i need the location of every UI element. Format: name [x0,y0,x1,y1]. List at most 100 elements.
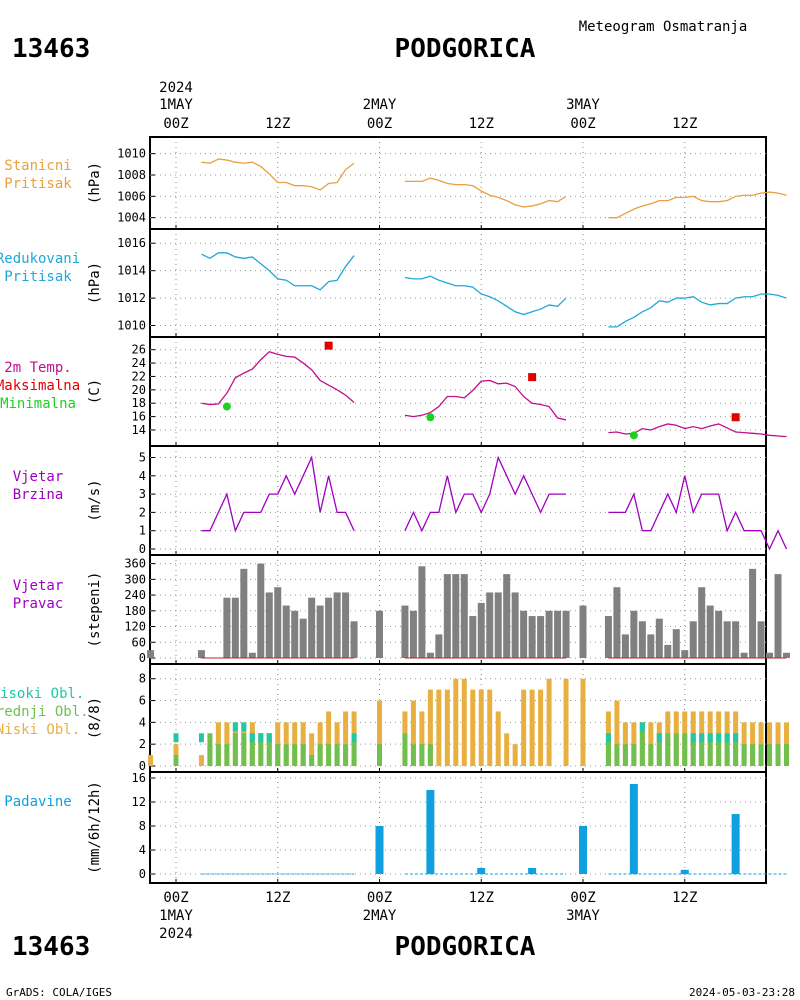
cloud-mid-bar [690,733,696,766]
wind-direction-bar [511,592,519,658]
cloud-mid-bar [410,744,416,766]
reduced-pressure-line [404,275,567,316]
y-tick-label: 1016 [117,236,146,250]
cloud-low-bar [148,755,154,766]
y-tick-label: 1014 [117,264,146,278]
y-tick-label: 3 [139,487,146,501]
panel-label: Niski Obl. [0,722,80,738]
cloud-high-bar [249,733,255,743]
cloud-low-bar [343,711,349,766]
cloud-mid-bar [317,744,323,766]
wind-direction-bar [299,618,307,658]
cloud-mid-bar [419,744,425,766]
wind-direction-bar [197,650,205,658]
y-tick-label: 2 [139,505,146,519]
cloud-low-bar [478,689,484,766]
cloud-mid-bar [733,733,739,766]
wind-direction-bar [308,597,316,658]
y-tick-label: 0 [139,759,146,773]
panel-1 [149,136,767,230]
wind-direction-bar [223,597,231,658]
y-tick-label: 360 [124,557,146,571]
cloud-mid-bar [682,733,688,766]
cloud-mid-bar [402,733,408,766]
cloud-low-bar [487,689,493,766]
cloud-high-bar [173,733,179,743]
cloud-mid-bar [622,744,628,766]
wind-direction-bar [240,568,248,658]
top-hour-label: 12Z [469,116,494,132]
panel-label: Pravac [13,596,64,612]
cloud-mid-bar [249,733,255,766]
panel-frame [149,771,767,884]
top-day-label: 1MAY [159,97,193,113]
cloud-low-bar [563,678,569,766]
station-name: PODGORICA [395,34,536,64]
wind-direction-bar [715,610,723,658]
panel-label: Maksimalna [0,378,80,394]
y-tick-label: 14 [132,423,146,437]
y-tick-label: 1 [139,524,146,538]
wind-direction-bar [757,621,765,658]
cloud-mid-bar [377,744,382,766]
wind-direction-bar [460,574,468,658]
cloud-low-bar [427,689,433,766]
wind-direction-bar [562,610,570,658]
wind-direction-bar [774,574,782,658]
cloud-low-bar [419,711,425,766]
panel-frame [149,136,767,230]
cloud-mid-bar [784,744,789,766]
wind-direction-bar [545,610,553,658]
wind-direction-bar [630,610,638,658]
tmin-marker [629,431,638,440]
y-tick-label: 0 [139,542,146,556]
wind-direction-bar [291,610,299,658]
panel-2 [149,228,767,338]
cloud-mid-bar [614,744,620,766]
y-tick-label: 1004 [117,211,146,225]
panel-frame [149,228,767,338]
bottom-hour-label: 00Z [163,890,188,906]
wind-direction-bar [282,605,290,658]
cloud-low-bar [512,744,518,766]
station-pressure-line [201,158,355,191]
y-tick-label: 20 [132,383,146,397]
top-day-label: 2MAY [363,97,397,113]
wind-direction-bar [579,605,587,658]
wind-direction-bar [647,634,655,658]
cloud-mid-bar [207,733,213,766]
panel-frame [149,336,767,447]
cloud-high-bar [699,733,705,743]
cloud-mid-bar [750,744,756,766]
wind-direction-bar [274,587,282,658]
wind-direction-bar [783,652,790,658]
top-day-label: 3MAY [566,97,600,113]
y-tick-label: 4 [139,469,146,483]
wind-direction-bar [325,597,333,658]
cloud-low-bar [436,689,442,766]
cloud-mid-bar [665,733,671,766]
wind-direction-bar [477,602,485,658]
cloud-mid-bar [292,744,298,766]
panel-frame [149,445,767,556]
wind-direction-bar [401,605,409,658]
y-tick-label: 1006 [117,189,146,203]
wind-direction-bar [723,621,731,658]
wind-direction-bar [706,605,714,658]
cloud-mid-bar [741,744,747,766]
wind-direction-bar [503,574,511,658]
bottom-day-label: 3MAY [566,908,600,924]
temperature-line [404,379,567,421]
top-hour-label: 00Z [570,116,595,132]
cloud-high-bar [241,722,247,732]
panel-unit: (C) [87,379,103,404]
bottom-day-label: 1MAY [159,908,193,924]
cloud-mid-bar [351,733,357,766]
chart-title: Meteogram Osmatranja [579,19,748,35]
y-tick-label: 180 [124,604,146,618]
cloud-mid-bar [427,744,433,766]
cloud-low-bar [504,733,510,766]
wind-direction-bar [554,610,562,658]
cloud-mid-bar [758,744,764,766]
